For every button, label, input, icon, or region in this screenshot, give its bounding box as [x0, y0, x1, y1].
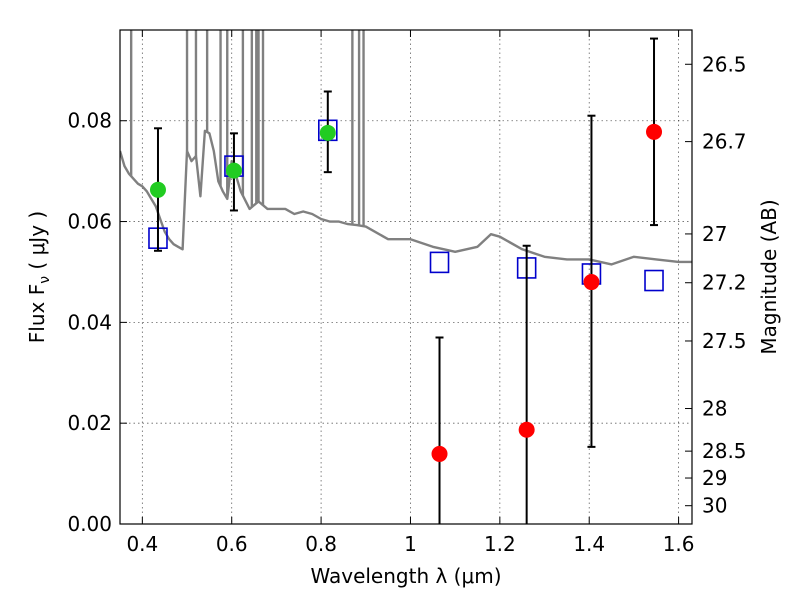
- flux-point: [149, 181, 166, 198]
- y2-tick-label: 28.5: [702, 439, 747, 463]
- x-tick-label: 1: [404, 532, 417, 556]
- y2-tick-label: 27: [702, 222, 727, 246]
- sed-model-line: [120, 129, 692, 266]
- flux-point: [431, 445, 448, 462]
- y2-tick-label: 28: [702, 397, 727, 421]
- y-axis-label-unit: ( μJy ): [25, 211, 49, 276]
- flux-point: [319, 124, 336, 141]
- y2-tick-label: 27.5: [702, 329, 747, 353]
- x-tick-label: 1.6: [663, 532, 695, 556]
- plot-frame: [119, 29, 693, 525]
- y-tick-label: 0.04: [67, 310, 112, 334]
- x-tick-label: 1.4: [573, 532, 605, 556]
- x-tick-label: 0.4: [126, 532, 158, 556]
- y2-axis-label: Magnitude (AB): [757, 199, 781, 354]
- x-tick-label: 0.8: [305, 532, 337, 556]
- x-axis-label: Wavelength λ (μm): [310, 564, 501, 588]
- tick-layer: 0.4 0.6 0.8 1 1.2 1.4 1.6 0.00 0.02 0.04 0.06 0.08 2…: [67, 30, 747, 556]
- y-axis-label-sub: ν: [37, 276, 53, 284]
- x-tick-label: 1.2: [484, 532, 516, 556]
- y2-tick-label: 26.7: [702, 130, 747, 154]
- y-tick-label: 0.06: [67, 210, 112, 234]
- y-axis-label-main: Flux F: [25, 284, 49, 343]
- y-axis-label: Flux Fν ( μJy ): [25, 211, 53, 343]
- y2-tick-label: 29: [702, 466, 727, 490]
- y2-tick-label: 27.2: [702, 271, 747, 295]
- flux-point: [518, 421, 535, 438]
- model-photometry-square: [644, 269, 664, 292]
- model-photometry-square: [429, 251, 450, 274]
- y2-tick-label: 26.5: [702, 52, 747, 76]
- y-tick-label: 0.08: [67, 109, 112, 133]
- x-tick-label: 0.6: [216, 532, 248, 556]
- flux-point: [225, 162, 242, 179]
- grid-layer: [120, 30, 692, 525]
- y2-tick-label: 30: [702, 494, 727, 518]
- flux-point: [583, 274, 600, 291]
- y-tick-label: 0.02: [67, 411, 112, 435]
- y-tick-label: 0.00: [67, 512, 112, 536]
- flux-point: [646, 123, 663, 140]
- plot-layer: [120, 30, 692, 524]
